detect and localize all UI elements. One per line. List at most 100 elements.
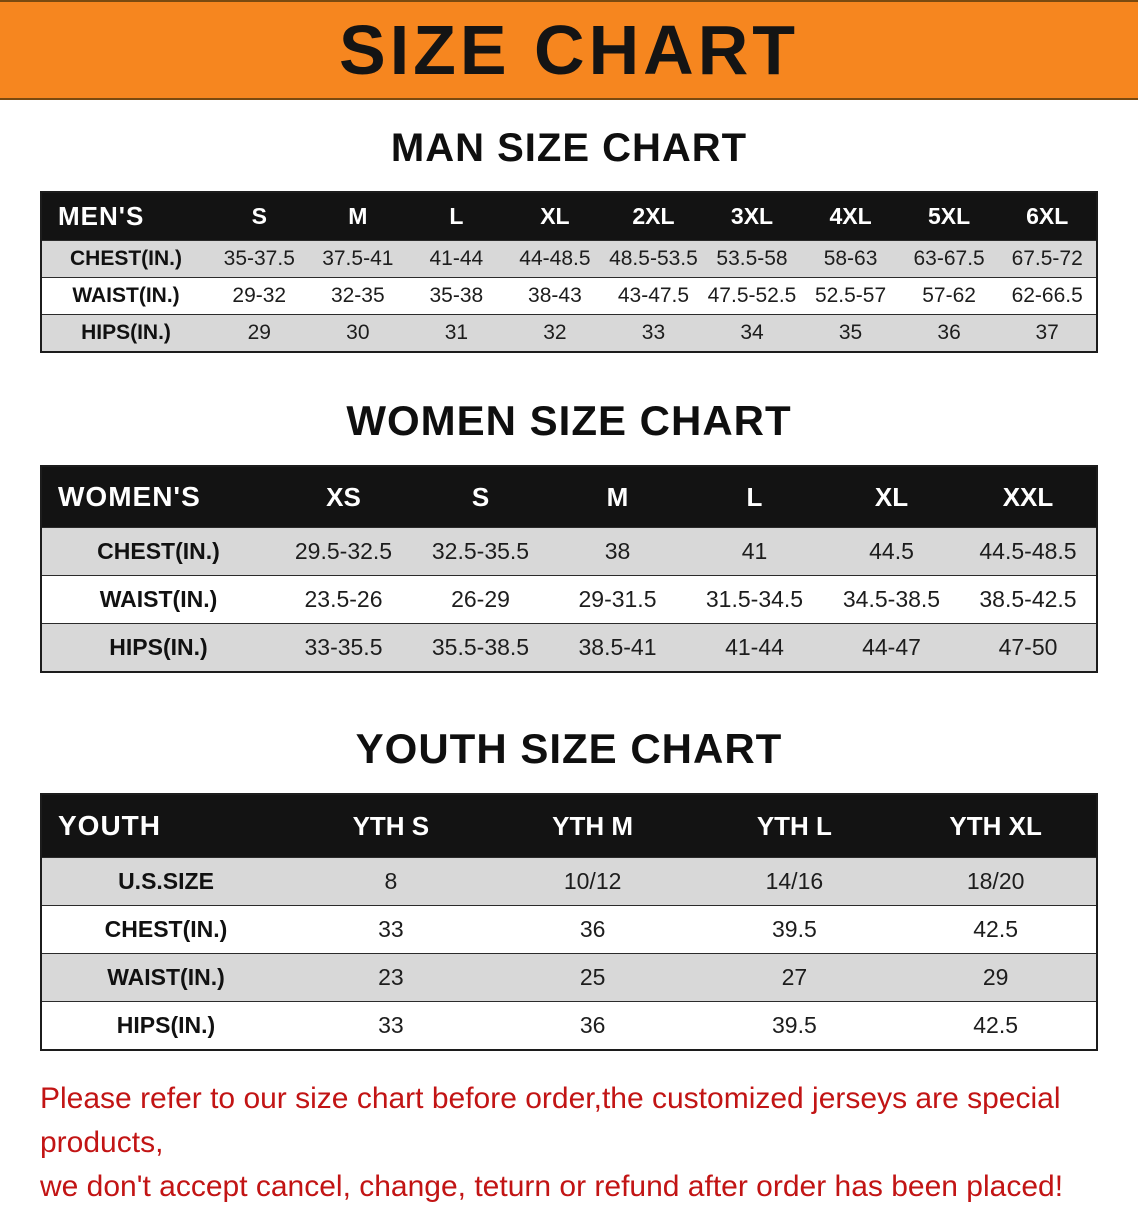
row-label: U.S.SIZE (118, 868, 214, 894)
measurement-value: 35.5-38.5 (431, 634, 530, 660)
measurement-value: 43-47.5 (617, 284, 690, 307)
size-column-header: 4XL (801, 192, 900, 241)
measurement-value: 31.5-34.5 (705, 586, 804, 612)
measurement-value: 29 (247, 321, 271, 344)
measurement-value: 30 (346, 321, 370, 344)
measurement-value: 36 (937, 321, 961, 344)
measurement-row: CHEST(IN.) 35-37.5 37.5-41 41-44 44-48.5 48.5… (41, 240, 1097, 278)
size-column-header: S (412, 466, 549, 528)
table-title-cell: WOMEN'S (41, 466, 275, 528)
measurement-value: 33 (378, 1012, 404, 1038)
measurement-value: 14/16 (765, 868, 824, 894)
measurement-value: 39.5 (771, 916, 817, 942)
measurement-value: 18/20 (966, 868, 1025, 894)
size-column-header: YTH L (693, 794, 896, 858)
measurement-value: 38 (604, 538, 631, 564)
measurement-row: U.S.SIZE 8 10/12 14/16 18/20 (41, 857, 1097, 906)
measurement-value: 39.5 (771, 1012, 817, 1038)
row-label: HIPS(IN.) (109, 634, 208, 660)
men-size-section: MAN SIZE CHART MEN'S S M L XL 2XL 3XL 4XL 5XL 6XL… (0, 126, 1138, 353)
measurement-value: 35-37.5 (223, 247, 295, 270)
measurement-row: WAIST(IN.) 23.5-26 26-29 29-31.5 31.5-34.5 34… (41, 575, 1097, 624)
measurement-value: 42.5 (973, 1012, 1018, 1038)
measurement-value: 36 (579, 916, 606, 942)
measurement-value: 63-67.5 (913, 247, 985, 270)
row-label: WAIST(IN.) (107, 964, 225, 990)
size-column-header: M (308, 192, 408, 241)
measurement-value: 32 (543, 321, 567, 344)
size-chart-banner: SIZE CHART (0, 0, 1138, 100)
measurement-value: 10/12 (563, 868, 622, 894)
size-column-header: M (549, 466, 686, 528)
measurement-value: 38-43 (528, 284, 582, 307)
measurement-value: 38.5-42.5 (979, 586, 1077, 612)
measurement-value: 44-47 (862, 634, 921, 660)
measurement-value: 25 (579, 964, 606, 990)
row-label: WAIST(IN.) (72, 284, 180, 307)
women-size-table: WOMEN'S XS S M L XL XXL CHEST(IN.) 29.5-32.5 32.5… (40, 465, 1098, 673)
measurement-value: 23 (378, 964, 404, 990)
measurement-value: 34 (740, 321, 764, 344)
size-column-header: L (686, 466, 823, 528)
disclaimer-line-2: we don't accept cancel, change, teturn o… (40, 1170, 1064, 1203)
table-header-row: YOUTH YTH S YTH M YTH L YTH XL (41, 794, 1097, 858)
size-column-header: L (407, 192, 506, 241)
measurement-value: 33 (378, 916, 404, 942)
size-column-header: YTH XL (895, 794, 1097, 858)
table-header-row: WOMEN'S XS S M L XL XXL (41, 466, 1097, 528)
measurement-value: 41-44 (725, 634, 784, 660)
table-header-row: MEN'S S M L XL 2XL 3XL 4XL 5XL 6XL (41, 192, 1097, 241)
row-label: CHEST(IN.) (97, 538, 220, 564)
measurement-value: 44.5 (869, 538, 914, 564)
measurement-value: 36 (579, 1012, 606, 1038)
disclaimer-line-1: Please refer to our size chart before or… (40, 1082, 1061, 1159)
measurement-row: HIPS(IN.) 29 30 31 32 33 34 35 36 37 (41, 314, 1097, 352)
measurement-value: 31 (444, 321, 469, 344)
row-label: WAIST(IN.) (99, 586, 218, 612)
row-label: CHEST(IN.) (104, 916, 228, 942)
measurement-row: CHEST(IN.) 33 36 39.5 42.5 (41, 905, 1097, 954)
measurement-value: 29.5-32.5 (294, 538, 393, 564)
measurement-value: 44-48.5 (519, 247, 591, 270)
measurement-value: 57-62 (922, 284, 976, 307)
measurement-row: HIPS(IN.) 33 36 39.5 42.5 (41, 1001, 1097, 1050)
measurement-value: 67.5-72 (1011, 247, 1083, 270)
size-column-header: XL (505, 192, 605, 241)
measurement-value: 37 (1035, 321, 1059, 344)
measurement-value: 33 (641, 321, 666, 344)
size-column-header: 3XL (702, 192, 802, 241)
measurement-value: 48.5-53.5 (609, 247, 698, 270)
measurement-value: 34.5-38.5 (842, 586, 941, 612)
measurement-value: 35-38 (429, 284, 484, 307)
measurement-value: 23.5-26 (304, 586, 383, 612)
measurement-value: 32.5-35.5 (431, 538, 530, 564)
women-section-heading: WOMEN SIZE CHART (346, 397, 792, 444)
measurement-value: 8 (384, 868, 398, 894)
men-section-heading: MAN SIZE CHART (390, 126, 748, 170)
page-title: SIZE CHART (339, 11, 799, 89)
size-column-header: S (210, 192, 309, 241)
measurement-value: 62-66.5 (1011, 284, 1083, 307)
table-title-cell: MEN'S (41, 192, 210, 241)
measurement-row: WAIST(IN.) 23 25 27 29 (41, 953, 1097, 1002)
measurement-value: 26-29 (451, 586, 510, 612)
measurement-value: 37.5-41 (322, 247, 394, 270)
row-label: HIPS(IN.) (81, 321, 171, 344)
row-label: HIPS(IN.) (116, 1012, 216, 1038)
size-column-header: XXL (960, 466, 1097, 528)
measurement-value: 35 (838, 321, 863, 344)
measurement-value: 58-63 (823, 247, 878, 270)
measurement-value: 32-35 (330, 284, 385, 307)
size-column-header: XL (823, 466, 960, 528)
measurement-value: 53.5-58 (716, 247, 788, 270)
measurement-value: 29 (982, 964, 1009, 990)
measurement-value: 33-35.5 (304, 634, 383, 660)
measurement-value: 38.5-41 (578, 634, 657, 660)
measurement-row: WAIST(IN.) 29-32 32-35 35-38 38-43 43-47.5 47.… (41, 277, 1097, 315)
disclaimer: Please refer to our size chart before or… (0, 1077, 1138, 1209)
men-size-table: MEN'S S M L XL 2XL 3XL 4XL 5XL 6XL CHEST(IN.) 35-37… (40, 191, 1098, 353)
measurement-value: 41 (741, 538, 768, 564)
size-column-header: YTH M (491, 794, 694, 858)
measurement-value: 44.5-48.5 (979, 538, 1077, 564)
